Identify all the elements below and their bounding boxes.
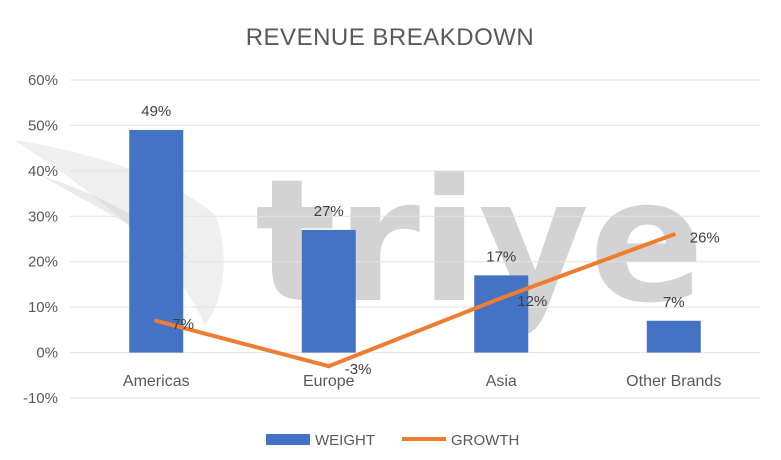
bar-europe (301, 229, 356, 353)
y-tick-label: 30% (28, 208, 58, 225)
legend-swatch-weight (266, 434, 310, 445)
category-label: Europe (303, 373, 355, 390)
bar-data-label: 7% (663, 294, 685, 311)
line-series (154, 232, 676, 369)
y-tick-label: 60% (28, 72, 58, 89)
legend-label-weight: WEIGHT (315, 432, 375, 449)
line-data-label: 12% (517, 293, 547, 310)
legend: WEIGHT GROWTH (266, 432, 519, 449)
y-tick-label: 50% (28, 117, 58, 134)
wing-logo-shape-inner (40, 175, 190, 260)
data-labels: 49% 27% 17% 7% 7% -3% 12% 26% (141, 103, 720, 378)
category-label: Other Brands (626, 373, 721, 390)
growth-line (154, 232, 676, 369)
bar-asia (474, 275, 529, 353)
chart-title: REVENUE BREAKDOWN (246, 24, 535, 51)
y-tick-label: 40% (28, 163, 58, 180)
category-label: Americas (123, 373, 190, 390)
y-tick-label: -10% (23, 390, 58, 407)
grid-layer (70, 79, 760, 399)
line-data-label: 7% (172, 316, 194, 333)
line-data-label: 26% (690, 229, 720, 246)
bar-series (129, 129, 701, 353)
bar-other-brands (646, 320, 701, 353)
bar-data-label: 49% (141, 103, 171, 120)
y-axis: -10% 0% 10% 20% 30% 40% 50% 60% (23, 72, 58, 407)
triye-watermark: triye (14, 140, 705, 341)
line-data-label: -3% (345, 361, 372, 378)
legend-label-growth: GROWTH (451, 432, 519, 449)
bar-data-label: 27% (314, 203, 344, 220)
growth-point (154, 318, 159, 323)
x-axis: Americas Europe Asia Other Brands (123, 373, 721, 390)
growth-point (499, 296, 504, 301)
growth-point (671, 232, 676, 237)
y-tick-label: 0% (36, 345, 58, 362)
category-label: Asia (486, 373, 517, 390)
bar-americas (129, 129, 184, 353)
y-tick-label: 10% (28, 299, 58, 316)
y-tick-label: 20% (28, 254, 58, 271)
bar-data-label: 17% (486, 248, 516, 265)
growth-point (326, 364, 331, 369)
